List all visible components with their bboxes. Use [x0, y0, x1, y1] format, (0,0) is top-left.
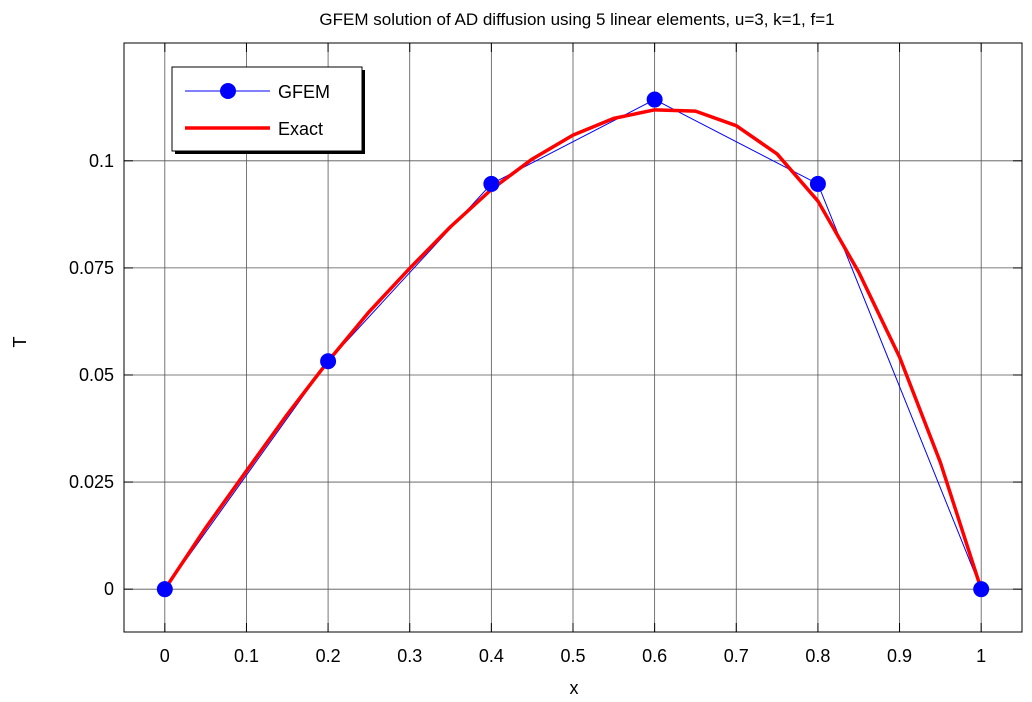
x-tick-label: 1 [976, 646, 986, 666]
y-tick-label: 0.1 [89, 151, 114, 171]
exact-series-line [163, 108, 983, 591]
gfem-marker [809, 175, 826, 192]
y-tick-label: 0.025 [69, 472, 114, 492]
x-tick-label: 0.8 [805, 646, 830, 666]
x-tick-label: 0.6 [642, 646, 667, 666]
gfem-marker [646, 91, 663, 108]
x-tick-label: 0.2 [316, 646, 341, 666]
x-tick-label: 0.1 [234, 646, 259, 666]
gfem-marker [483, 175, 500, 192]
legend: GFEM Exact [171, 66, 365, 154]
axis-ticks [124, 43, 1022, 632]
y-tick-label: 0.075 [69, 258, 114, 278]
x-tick-label: 0.4 [479, 646, 504, 666]
grid-lines [124, 43, 1022, 632]
legend-gfem-marker [220, 83, 236, 99]
y-tick-labels: 0 0.025 0.05 0.075 0.1 [69, 151, 114, 599]
gfem-marker [156, 581, 173, 598]
x-tick-label: 0.9 [887, 646, 912, 666]
legend-box [171, 66, 363, 152]
y-tick-label: 0 [104, 579, 114, 599]
x-tick-labels: 0 0.1 0.2 0.3 0.4 0.5 0.6 0.7 0.8 0.9 1 [160, 646, 986, 666]
gfem-marker [320, 353, 337, 370]
y-tick-label: 0.05 [79, 365, 114, 385]
y-axis-label: T [10, 337, 30, 348]
legend-gfem-label: GFEM [278, 82, 330, 102]
x-tick-label: 0.5 [560, 646, 585, 666]
legend-exact-label: Exact [278, 119, 323, 139]
series-layer [156, 91, 990, 598]
x-tick-label: 0.7 [724, 646, 749, 666]
x-tick-label: 0 [160, 646, 170, 666]
x-axis-label: x [570, 678, 579, 698]
x-tick-label: 0.3 [397, 646, 422, 666]
chart-title: GFEM solution of AD diffusion using 5 li… [319, 10, 834, 29]
gfem-marker [973, 581, 990, 598]
